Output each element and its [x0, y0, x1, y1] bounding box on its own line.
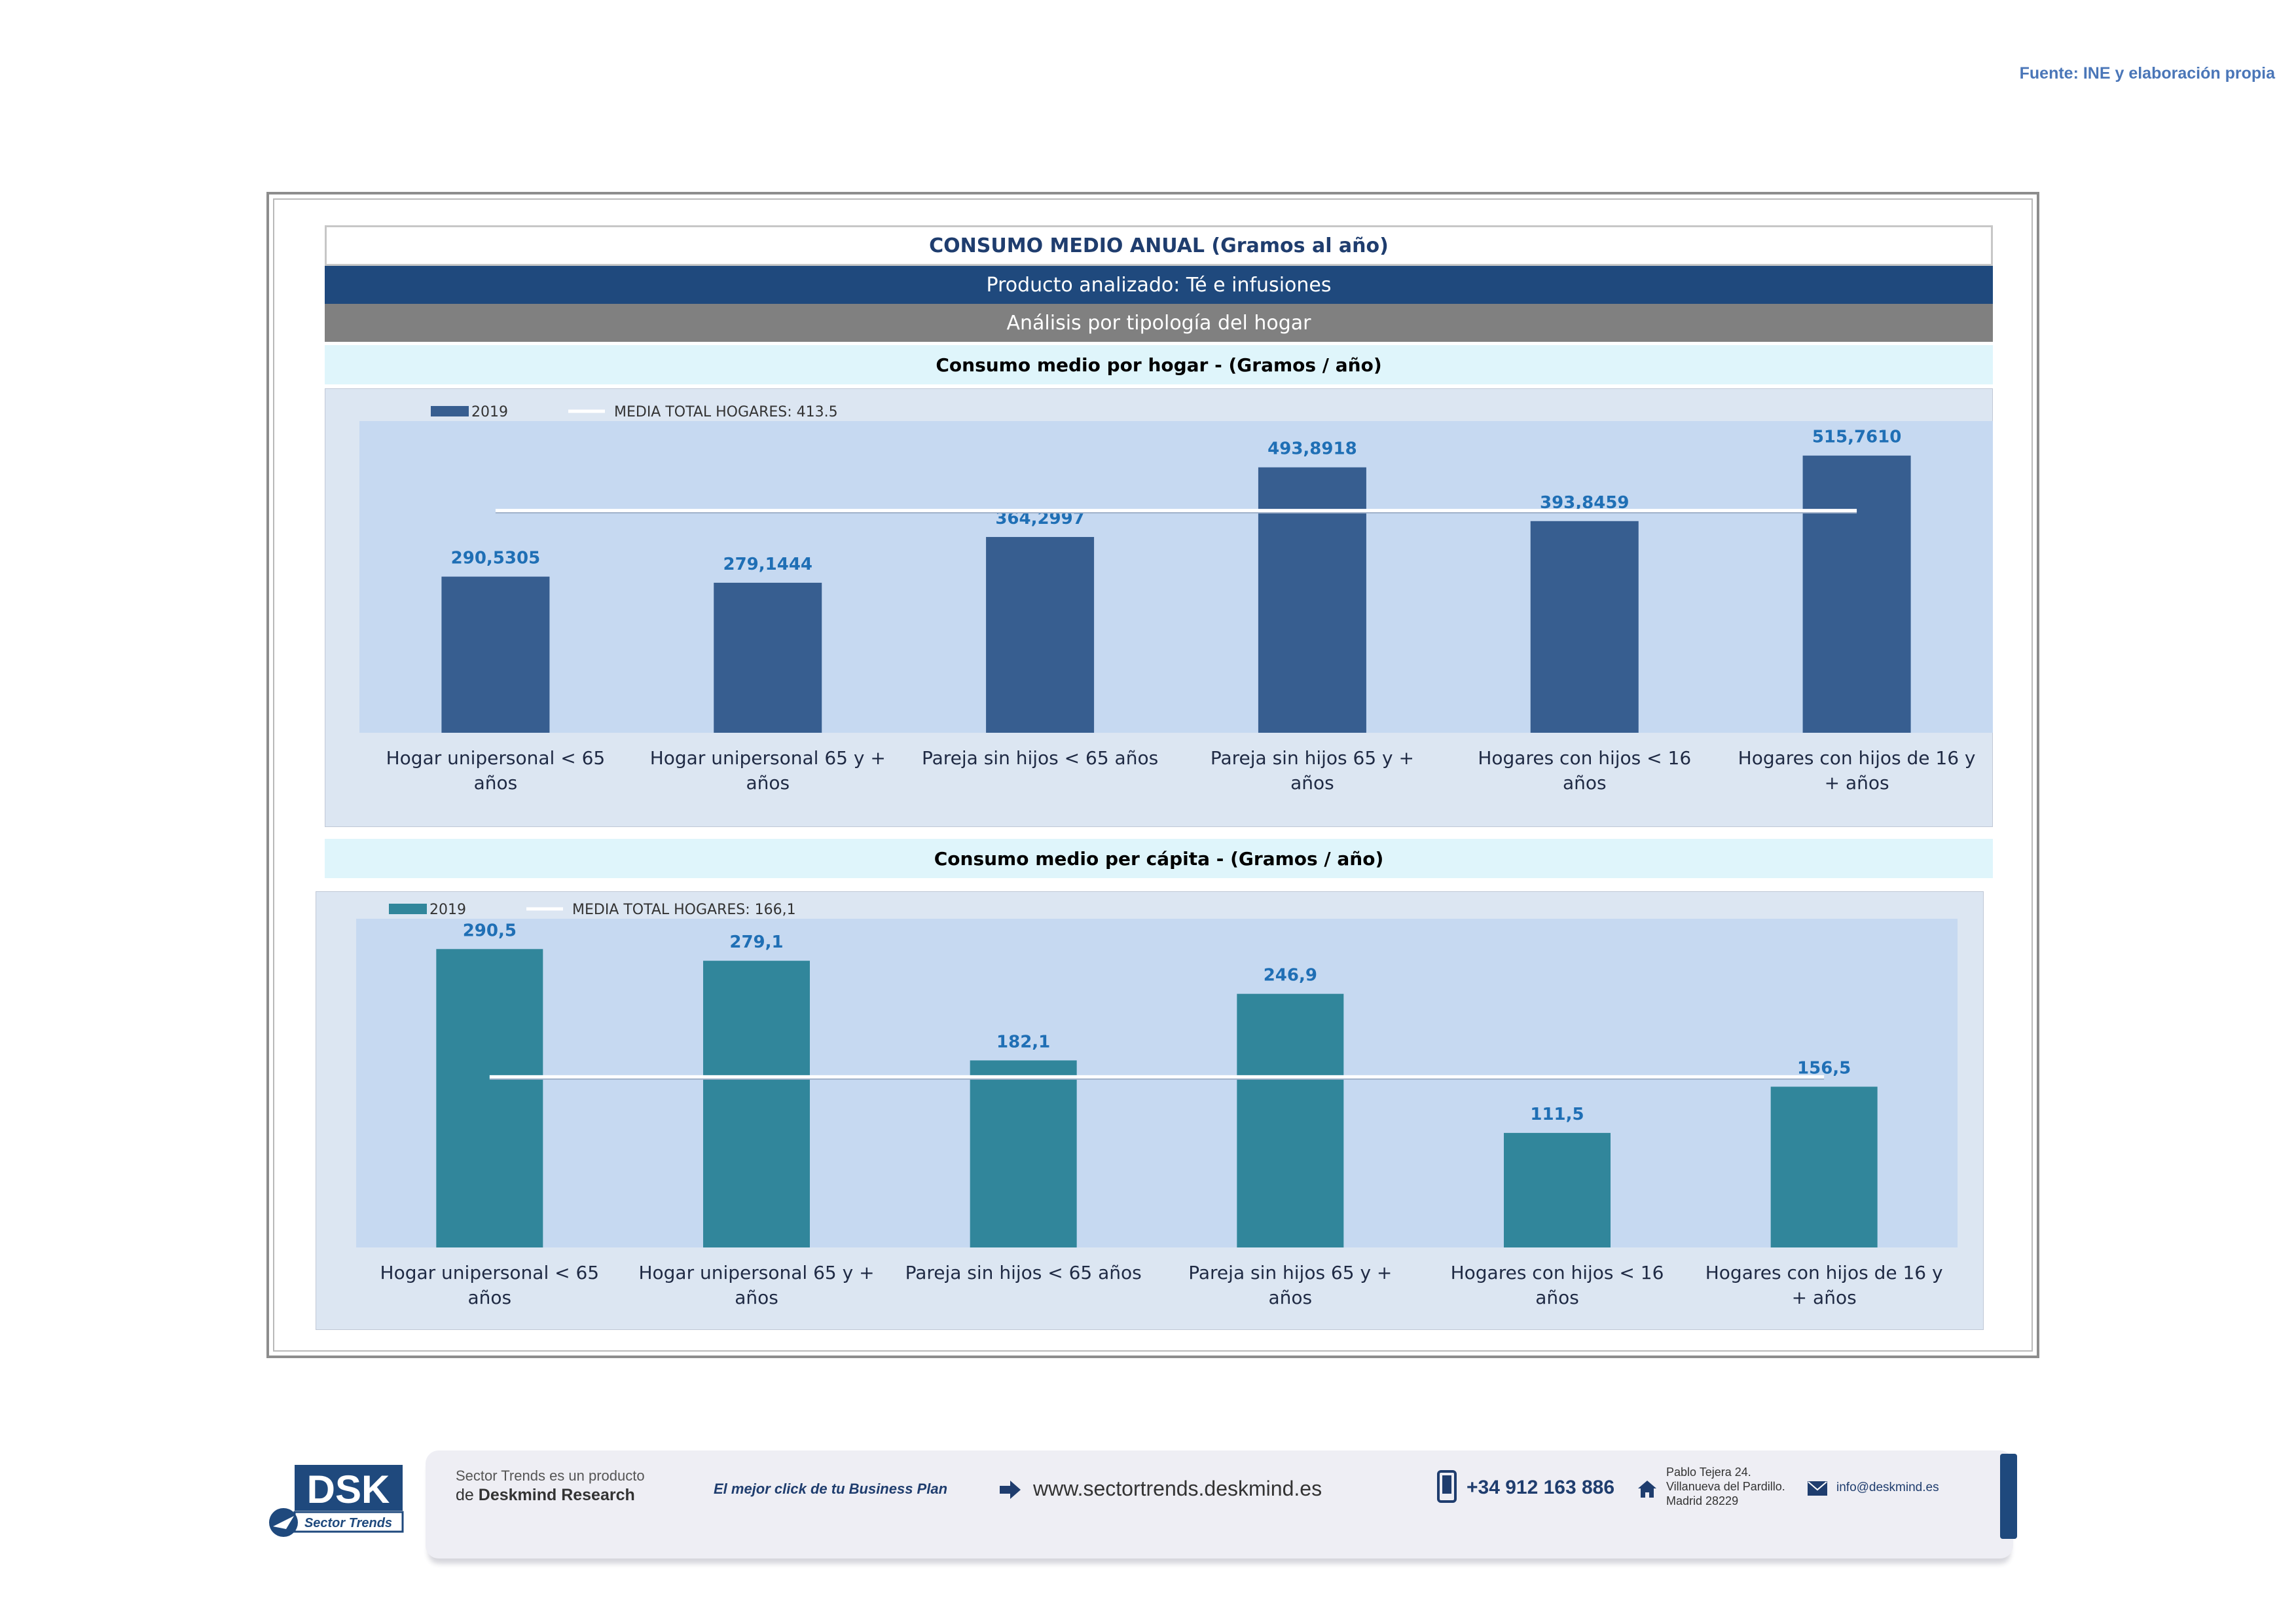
category-label-2-line2: años — [735, 1287, 778, 1308]
legend-label-2019: 2019 — [429, 902, 466, 918]
value-label-5: 111,5 — [1530, 1105, 1584, 1124]
value-label-6: 156,5 — [1797, 1058, 1851, 1078]
category-label-4: Pareja sin hijos 65 y + — [1188, 1262, 1392, 1283]
footer-email[interactable]: info@deskmind.es — [1836, 1481, 1939, 1494]
footer-brand: Deskmind Research — [478, 1486, 635, 1504]
bar-2 — [714, 582, 822, 733]
footer: DSK Sector Trends Sector Trends es un pr… — [265, 1450, 2046, 1565]
legend-mean-label: MEDIA TOTAL HOGARES: 413.5 — [614, 404, 838, 420]
bar-6 — [1802, 455, 1911, 733]
legend-mean-label: MEDIA TOTAL HOGARES: 166,1 — [572, 902, 796, 918]
category-label-2-line2: años — [746, 772, 790, 794]
category-label-2: Hogar unipersonal 65 y + — [638, 1262, 874, 1283]
category-label-1: Hogar unipersonal < 65 — [380, 1262, 600, 1283]
legend-swatch — [389, 904, 427, 914]
value-label-1: 290,5305 — [451, 549, 541, 568]
value-label-6: 515,7610 — [1812, 428, 1902, 447]
bar-5 — [1530, 521, 1639, 733]
chart-consumo-hogar: 2019 MEDIA TOTAL HOGARES: 413.5 290,5305 Ho… — [325, 388, 1993, 827]
bar-1 — [441, 576, 550, 733]
value-label-2: 279,1 — [729, 932, 783, 952]
source-note: Fuente: INE y elaboración propia — [2019, 64, 2275, 83]
value-label-1: 290,5 — [463, 921, 517, 940]
category-label-3: Pareja sin hijos < 65 años — [922, 747, 1158, 769]
value-label-2: 279,1444 — [723, 555, 812, 574]
deskmind-logo: DSK Sector Trends — [269, 1465, 404, 1537]
category-label-6: Hogares con hijos de 16 y — [1705, 1262, 1943, 1283]
bar-4 — [1258, 467, 1366, 733]
value-label-3: 182,1 — [996, 1032, 1050, 1052]
category-label-5: Hogares con hijos < 16 — [1451, 1262, 1664, 1283]
category-label-1-line2: años — [468, 1287, 512, 1308]
category-label-5-line2: años — [1563, 772, 1607, 794]
bar-2 — [703, 961, 810, 1247]
category-label-1-line2: años — [474, 772, 518, 794]
value-label-4: 493,8918 — [1267, 439, 1357, 459]
report-title: CONSUMO MEDIO ANUAL (Gramos al año) — [325, 225, 1993, 266]
plot-area — [356, 919, 1958, 1247]
category-label-6-line2: + años — [1792, 1287, 1857, 1308]
footer-address: Pablo Tejera 24. Villanueva del Pardillo… — [1666, 1466, 1785, 1507]
plot-area — [359, 421, 1993, 733]
bar-4 — [1237, 993, 1344, 1247]
category-label-5: Hogares con hijos < 16 — [1478, 747, 1691, 769]
phone-icon — [1437, 1470, 1457, 1503]
home-icon — [1638, 1481, 1656, 1498]
category-label-6-line2: + años — [1825, 772, 1889, 794]
category-label-6: Hogares con hijos de 16 y — [1738, 747, 1976, 769]
chart-consumo-per-capita: 2019 MEDIA TOTAL HOGARES: 166,1 290,5 Hogar… — [316, 891, 1984, 1330]
footer-product-line: Sector Trends es un producto — [456, 1467, 645, 1484]
footer-phone[interactable]: +34 912 163 886 — [1467, 1477, 1615, 1498]
report-frame — [266, 192, 2039, 1358]
logo-text: DSK — [307, 1467, 390, 1511]
analysis-banner: Análisis por tipología del hogar — [325, 304, 1993, 342]
arrow-link-icon — [1000, 1481, 1021, 1499]
bar-5 — [1504, 1133, 1611, 1247]
category-label-4: Pareja sin hijos 65 y + — [1211, 747, 1414, 769]
logo-subtitle: Sector Trends — [304, 1516, 392, 1530]
legend-label-2019: 2019 — [471, 404, 508, 420]
chart1-title: Consumo medio por hogar - (Gramos / año) — [325, 345, 1993, 384]
chart2-title: Consumo medio per cápita - (Gramos / año… — [325, 839, 1993, 878]
value-label-4: 246,9 — [1264, 966, 1317, 986]
mail-icon — [1808, 1481, 1827, 1496]
footer-website[interactable]: www.sectortrends.deskmind.es — [1033, 1477, 1322, 1500]
legend-swatch — [431, 406, 469, 416]
bar-3 — [970, 1060, 1077, 1247]
product-banner: Producto analizado: Té e infusiones — [325, 266, 1993, 304]
footer-banner: Sector Trends es un producto de Deskmind… — [426, 1450, 2017, 1559]
bar-6 — [1770, 1086, 1878, 1247]
category-label-1: Hogar unipersonal < 65 — [386, 747, 606, 769]
bar-3 — [986, 537, 1095, 733]
category-label-3: Pareja sin hijos < 65 años — [905, 1262, 1142, 1283]
bar-1 — [436, 949, 543, 1247]
category-label-4-line2: años — [1290, 772, 1334, 794]
footer-tagline: El mejor click de tu Business Plan — [714, 1481, 948, 1497]
category-label-2: Hogar unipersonal 65 y + — [650, 747, 886, 769]
category-label-4-line2: años — [1269, 1287, 1313, 1308]
category-label-5-line2: años — [1535, 1287, 1579, 1308]
